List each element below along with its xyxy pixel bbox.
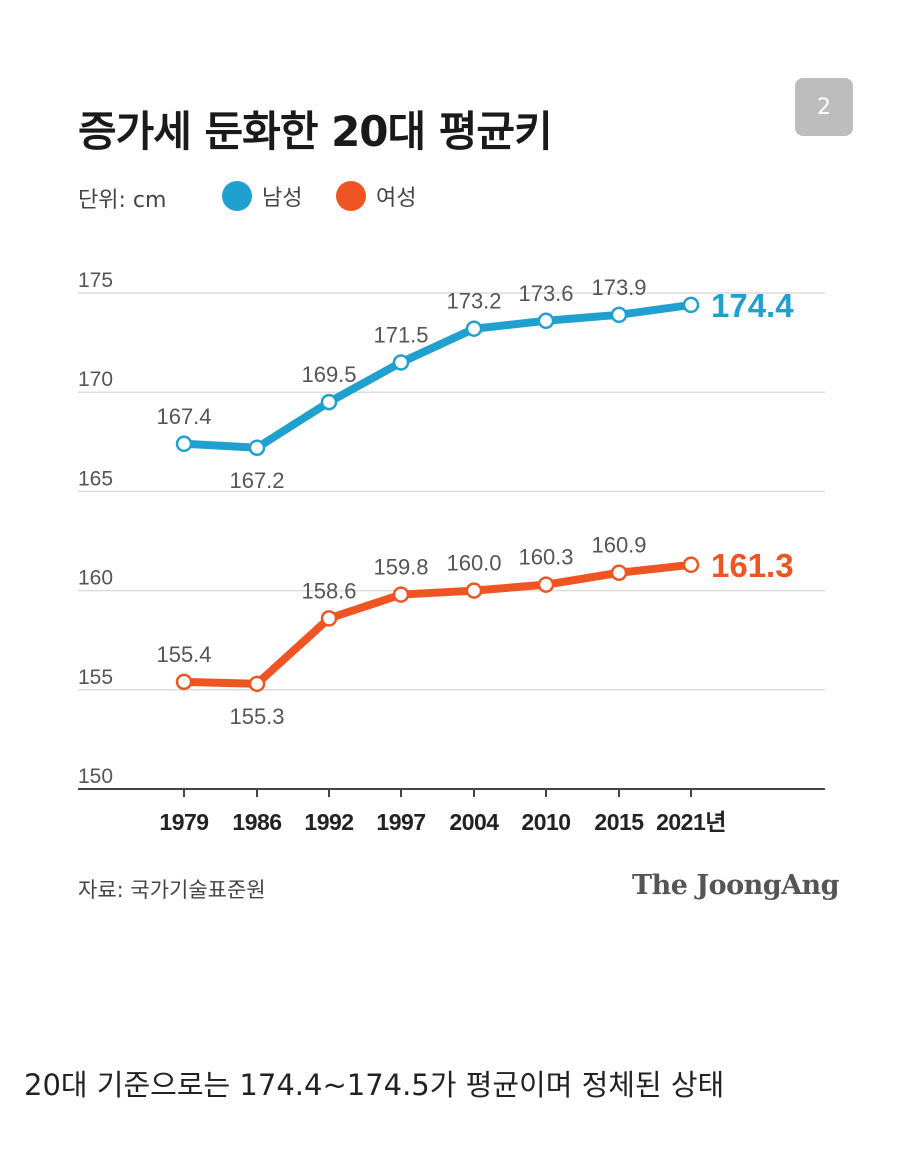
data-label-0-7: 174.4 (711, 287, 794, 324)
x-tick-label-2015: 2015 (594, 809, 644, 835)
legend-label-female: 여성 (376, 186, 417, 211)
series-line-1 (180, 560, 695, 688)
data-label-1-6: 160.9 (591, 533, 646, 558)
legend-item-male: 남성 (222, 180, 302, 212)
data-point-0-4 (465, 320, 483, 337)
data-label-0-0: 167.4 (156, 404, 211, 429)
unit-label: 단위: cm (78, 188, 167, 213)
data-label-1-5: 160.3 (518, 545, 573, 570)
data-point-1-5 (537, 576, 555, 593)
y-tick-label-170: 170 (78, 368, 113, 391)
data-label-0-1: 167.2 (229, 468, 284, 493)
x-tick-label-1997: 1997 (376, 809, 425, 835)
x-tick-label-1979: 1979 (159, 809, 208, 835)
data-point-0-5 (537, 312, 555, 330)
data-point-1-2 (320, 610, 338, 627)
data-point-0-6 (610, 306, 628, 324)
data-point-1-4 (465, 582, 483, 599)
data-label-0-5: 173.6 (518, 281, 573, 306)
line-chart: 175 170 165 160 155 150 1979 1986 1992 1997 2004 20… (78, 269, 825, 835)
data-point-0-0 (175, 435, 193, 453)
brand-logo: The JoongAng (632, 870, 840, 901)
x-tick-label-1992: 1992 (304, 809, 353, 835)
y-tick-label-165: 165 (78, 467, 113, 490)
legend-label-male: 남성 (262, 186, 303, 211)
x-tick-label-2021년: 2021년 (656, 809, 726, 835)
data-label-1-2: 158.6 (301, 578, 356, 603)
data-label-1-0: 155.4 (156, 642, 211, 667)
x-tick-label-1986: 1986 (232, 809, 281, 835)
data-point-1-6 (610, 564, 628, 581)
legend-item-female: 여성 (336, 180, 416, 212)
data-point-1-1 (248, 675, 266, 693)
data-label-1-1: 155.3 (229, 704, 284, 729)
data-point-0-3 (392, 354, 410, 371)
data-point-1-7 (682, 556, 700, 574)
y-tick-label-155: 155 (78, 666, 113, 689)
source-note: 자료: 국가기술표준원 (78, 878, 266, 902)
y-tick-label-175: 175 (78, 269, 113, 292)
y-tick-label-150: 150 (78, 765, 113, 788)
y-tick-label-160: 160 (78, 567, 113, 590)
legend-swatch-female (336, 181, 366, 211)
data-label-0-2: 169.5 (301, 362, 356, 387)
data-label-0-6: 173.9 (591, 275, 646, 300)
data-label-0-3: 171.5 (373, 322, 428, 347)
chart-title: 증가세 둔화한 20대 평균키 (78, 107, 553, 156)
data-label-1-7: 161.3 (711, 547, 794, 584)
page-number-badge: 2 (795, 78, 853, 136)
x-tick-label-2004: 2004 (449, 809, 499, 835)
data-point-1-0 (175, 673, 193, 691)
legend-swatch-male (222, 181, 252, 211)
data-point-1-3 (392, 586, 410, 603)
series-line-0 (180, 300, 695, 452)
data-label-0-4: 173.2 (446, 289, 501, 314)
data-point-0-7 (682, 296, 700, 314)
data-point-0-1 (248, 439, 266, 457)
data-label-1-4: 160.0 (446, 551, 501, 576)
caption-text: 20대 기준으로는 174.4~174.5가 평균이며 정체된 상태 (24, 1068, 725, 1102)
data-point-0-2 (320, 393, 338, 411)
data-label-1-3: 159.8 (373, 555, 428, 580)
x-tick-label-2010: 2010 (521, 809, 570, 835)
